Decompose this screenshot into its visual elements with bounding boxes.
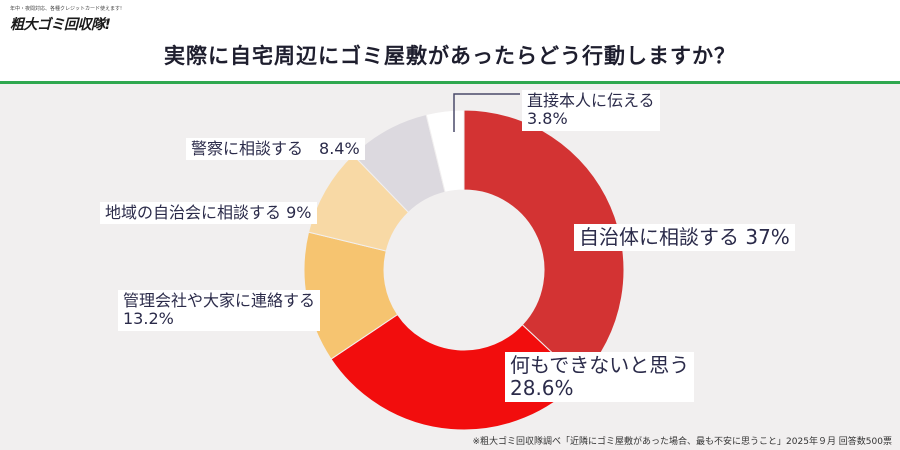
value-label: 8.4% [319,139,360,158]
leader-line-direct [453,93,520,132]
category-label: 地域の自治会に相談する [105,203,282,222]
header-bar: 年中・夜間対応、各種クレジットカード使えます! 粗大ゴミ回収隊! 実際に自宅周辺… [0,0,900,84]
category-label: 直接本人に伝える [527,91,655,110]
label-landlord: 管理会社や大家に連絡する 13.2% [118,290,321,331]
value-label: 28.6% [510,376,574,400]
value-label: 37% [745,225,790,249]
brand-logo[interactable]: 年中・夜間対応、各種クレジットカード使えます! 粗大ゴミ回収隊! [10,6,150,34]
donut-chart [303,93,625,431]
value-label: 9% [286,203,312,222]
value-label: 13.2% [123,309,174,329]
category-label: 自治体に相談する [579,225,739,249]
label-police: 警察に相談する 8.4% [186,138,365,161]
category-label: 警察に相談する [191,139,304,158]
source-footnote: ※粗大ゴミ回収隊調べ「近隣にゴミ屋敷があった場合、最も不安に思うこと」2025年… [472,437,893,447]
label-municipality: 自治体に相談する 37% [574,224,795,251]
logo-text: 粗大ゴミ回収隊! [10,14,111,34]
page-title: 実際に自宅周辺にゴミ屋敷があったらどう行動しますか？ [164,44,736,68]
logo-name: 粗大ゴミ回収隊! [10,17,111,33]
label-nothing: 何もできないと思う 28.6% [505,352,695,402]
category-label: 管理会社や大家に連絡する [123,291,316,310]
category-label: 何もできないと思う [510,353,690,377]
logo-tagline: 年中・夜間対応、各種クレジットカード使えます! [10,6,123,12]
label-direct: 直接本人に伝える 3.8% [522,90,660,131]
label-neighborhood-assoc: 地域の自治会に相談する 9% [100,202,317,225]
title-divider [0,81,900,84]
value-label: 3.8% [527,109,568,129]
slice-municipality [463,109,625,381]
